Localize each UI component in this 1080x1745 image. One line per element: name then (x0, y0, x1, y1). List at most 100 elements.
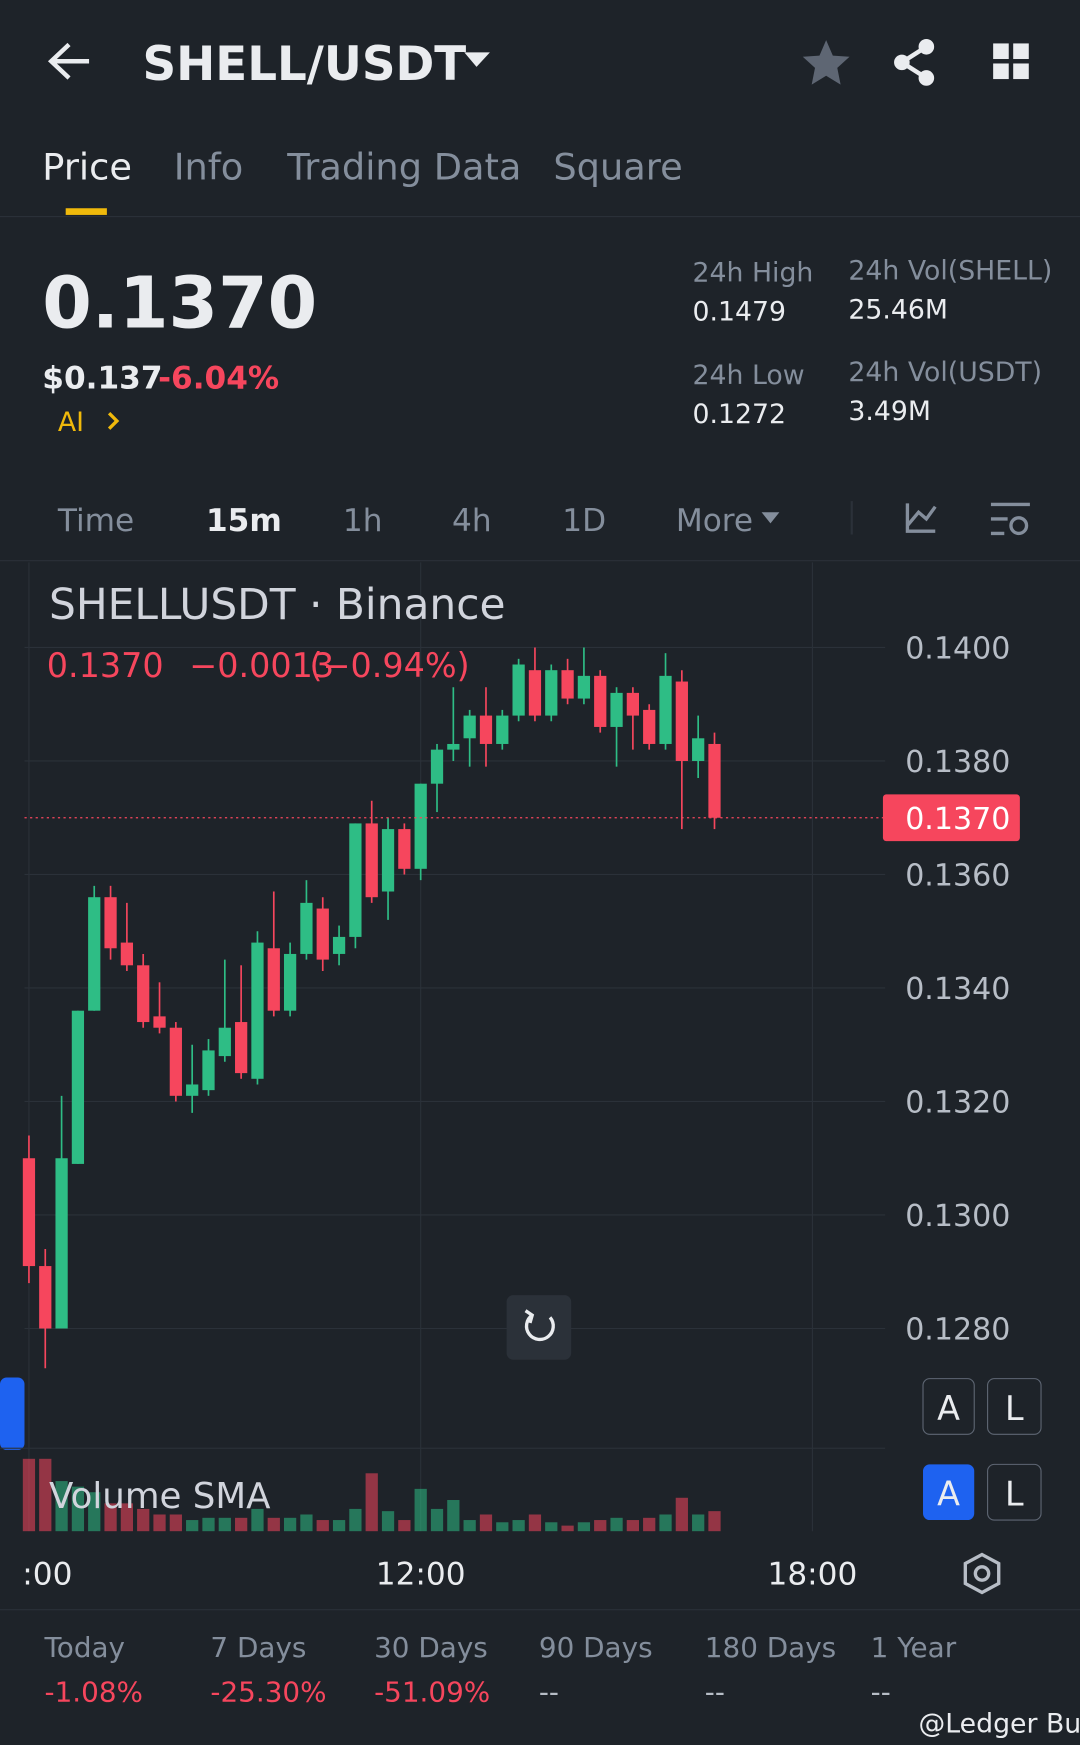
volume-bar (186, 1520, 199, 1532)
volume-bar (675, 1497, 688, 1532)
auto-button[interactable] (923, 1464, 975, 1521)
candle-body (479, 715, 493, 744)
divider (0, 216, 1080, 218)
side-handle[interactable] (0, 1377, 25, 1450)
volume-bar (463, 1520, 476, 1532)
candle-body (55, 1158, 68, 1329)
candle-body (22, 1158, 36, 1267)
period-label: 30 Days (374, 1631, 488, 1664)
candle-body (104, 897, 117, 949)
y-tick-label: 0.1320 (905, 1086, 1010, 1121)
stat-value: 0.1272 (693, 399, 786, 430)
volume-bar (528, 1514, 542, 1532)
candle-body (235, 1022, 248, 1074)
ai-link[interactable]: AI (58, 407, 84, 438)
tab[interactable]: Square (553, 145, 682, 188)
log-label: L (1005, 1475, 1024, 1514)
y-tick-label: 0.1380 (905, 745, 1010, 780)
candle-body (381, 829, 395, 892)
candle-body (659, 675, 672, 744)
stat-value: 0.1479 (693, 297, 786, 328)
candle-body (594, 675, 607, 727)
period-change: -25.30% (210, 1676, 326, 1709)
stat-label: 24h Low (693, 360, 805, 391)
x-tick-label: 18:00 (768, 1557, 858, 1593)
candle-body (316, 908, 329, 960)
candle-body (283, 953, 297, 1011)
volume-bar (577, 1522, 591, 1532)
volume-bar (659, 1514, 672, 1532)
period-change: -1.08% (45, 1676, 143, 1709)
volume-bar (447, 1500, 460, 1532)
volume-bar (55, 1481, 68, 1532)
candle-body (414, 783, 427, 869)
last-price: 0.1370 (42, 261, 317, 344)
volume-bar (708, 1511, 721, 1532)
indicator-icon[interactable] (905, 503, 937, 533)
last-price-label: 0.1370 (905, 802, 1010, 837)
share-icon[interactable] (894, 38, 935, 86)
period-label: Today (44, 1631, 125, 1664)
volume-bar (153, 1514, 166, 1532)
volume-bar (594, 1520, 607, 1532)
candle-body (39, 1266, 52, 1329)
usd-price: $0.137 (42, 361, 162, 397)
volume-bar (137, 1508, 150, 1532)
volume-bar (479, 1514, 493, 1532)
candle-body (463, 715, 476, 739)
chart-settings[interactable] (963, 1552, 1001, 1595)
volume-bar (365, 1473, 378, 1532)
interval[interactable]: 4h (452, 503, 492, 539)
pair-dropdown[interactable] (464, 52, 490, 67)
y-tick-label: 0.1360 (905, 859, 1010, 894)
y-tick-label: 0.1280 (905, 1313, 1010, 1348)
pane-divider (0, 1447, 886, 1449)
volume-bar (332, 1520, 346, 1532)
grid-menu-icon[interactable] (993, 43, 1029, 80)
legend-percent: (−0.94%) (310, 646, 470, 685)
back-button[interactable] (47, 42, 90, 80)
period-change: -- (871, 1676, 891, 1709)
tab[interactable]: Trading Data (286, 145, 521, 188)
interval[interactable]: More (676, 503, 753, 539)
candle-body (218, 1027, 231, 1057)
stat-label: 24h High (693, 258, 814, 289)
volume-bar (610, 1517, 623, 1532)
auto-button[interactable] (922, 1378, 975, 1435)
tab[interactable]: Price (42, 145, 132, 188)
log-label: L (1005, 1389, 1024, 1428)
candle-body (447, 743, 460, 750)
tab[interactable]: Info (174, 145, 244, 188)
pair-title[interactable]: SHELL/USDT (143, 38, 467, 92)
volume-bar (22, 1458, 36, 1532)
log-button[interactable] (987, 1463, 1042, 1521)
volume-bar (430, 1508, 444, 1532)
candle-body (528, 670, 542, 716)
ai-chevron (107, 411, 120, 430)
candle-body (692, 738, 705, 761)
interval[interactable]: Time (57, 503, 134, 539)
volume-bar (316, 1520, 329, 1532)
volume-bar (545, 1522, 558, 1532)
volume-bar (218, 1517, 231, 1532)
interval[interactable]: 1h (343, 503, 383, 539)
reset-button[interactable] (506, 1295, 572, 1360)
x-tick-label: :00 (22, 1557, 72, 1593)
volume-bar (283, 1517, 297, 1532)
candle-body (643, 709, 656, 744)
interval[interactable]: 1D (562, 503, 606, 539)
candle-body (137, 965, 150, 1023)
chart-title: SHELLUSDT · Binance (49, 580, 505, 629)
candle-body (365, 823, 378, 898)
favorite-icon[interactable] (802, 40, 850, 85)
settings-icon[interactable] (990, 502, 1030, 536)
candle-body (332, 936, 346, 954)
candle-body (88, 897, 101, 1011)
candle-body (430, 749, 444, 784)
candle-body (153, 1016, 166, 1028)
log-button[interactable] (987, 1378, 1042, 1435)
volume-bar (251, 1508, 264, 1532)
interval[interactable]: 15m (206, 503, 282, 539)
period-label: 1 Year (871, 1631, 957, 1664)
